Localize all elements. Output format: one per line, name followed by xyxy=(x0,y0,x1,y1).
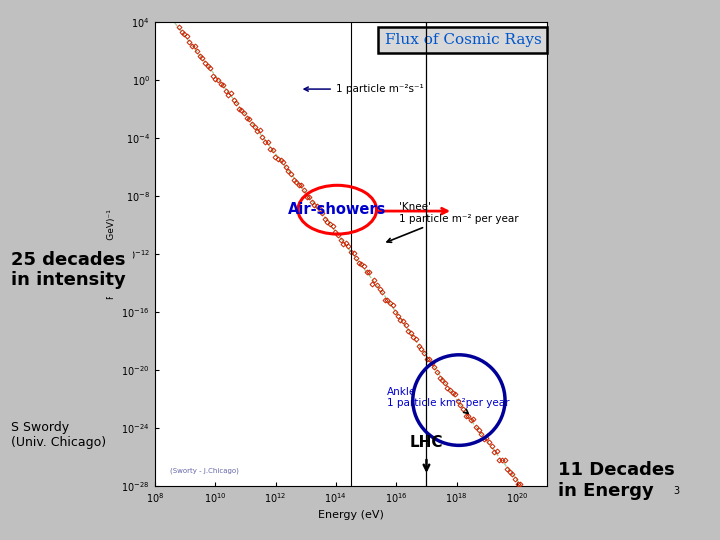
Text: 11 Decades
in Energy: 11 Decades in Energy xyxy=(558,461,675,500)
Text: (Sworty - J.Chicago): (Sworty - J.Chicago) xyxy=(171,468,239,475)
X-axis label: Energy (eV): Energy (eV) xyxy=(318,510,384,520)
Text: LHC: LHC xyxy=(410,435,444,450)
Text: 1 particle m⁻²s⁻¹: 1 particle m⁻²s⁻¹ xyxy=(304,84,423,94)
Text: S Swordy
(Univ. Chicago): S Swordy (Univ. Chicago) xyxy=(11,421,106,449)
Text: 3: 3 xyxy=(673,485,680,496)
Text: Air-showers: Air-showers xyxy=(288,202,387,217)
Text: Flux of Cosmic Rays: Flux of Cosmic Rays xyxy=(384,33,541,47)
Y-axis label: Flux (m² sr s GeV)⁻¹: Flux (m² sr s GeV)⁻¹ xyxy=(107,209,116,299)
Text: 'Knee'
1 particle m⁻² per year: 'Knee' 1 particle m⁻² per year xyxy=(387,202,519,242)
Text: Ankle
1 particle km⁻²per year: Ankle 1 particle km⁻²per year xyxy=(387,387,510,414)
Text: 25 decades
in intensity: 25 decades in intensity xyxy=(11,251,125,289)
